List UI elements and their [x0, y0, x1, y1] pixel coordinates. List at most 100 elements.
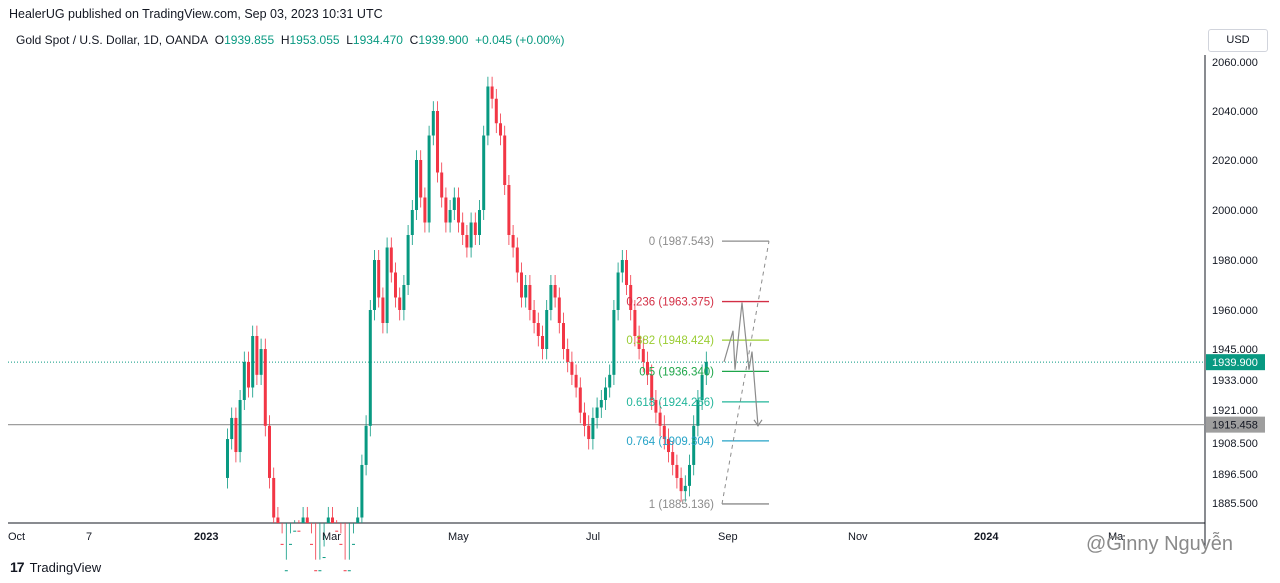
price-tick-label: 1960.000 [1212, 305, 1258, 317]
tradingview-logo[interactable]: 17 TradingView [10, 559, 101, 575]
candle-body [591, 417, 595, 440]
watermark: @Ginny Nguyễn [1086, 533, 1234, 555]
candle-body [490, 86, 494, 99]
candle-body [633, 310, 637, 336]
fib-trend-line[interactable] [721, 241, 770, 505]
candle-body [654, 400, 658, 413]
candle-body [536, 323, 540, 336]
candle-body [293, 530, 297, 532]
symbol-name[interactable]: Gold Spot / U.S. Dollar, 1D, OANDA [16, 33, 209, 47]
change-value: +0.045 (+0.00%) [475, 33, 565, 47]
candle-body [448, 210, 452, 223]
candle-body [612, 310, 616, 375]
candle-body [385, 247, 389, 323]
candle-body [373, 260, 376, 310]
candle-body [557, 297, 561, 323]
fib-level-label: 0 (1987.543) [649, 236, 714, 248]
candle-body [452, 197, 456, 210]
candle-body [570, 361, 574, 375]
candle-body [662, 425, 666, 440]
candle-body [352, 543, 355, 545]
fib-level-label: 0.764 (1909.304) [626, 436, 714, 448]
candle-body [650, 374, 654, 400]
candle-body [482, 135, 486, 210]
candle-body [305, 517, 309, 523]
candle-body [389, 247, 393, 273]
candle-body [347, 570, 351, 572]
candle-body [419, 160, 423, 198]
candle-body [415, 160, 418, 210]
low-label: L [346, 33, 353, 47]
tv-logo-icon: 17 [10, 559, 25, 575]
published-line: HealerUG published on TradingView.com, S… [9, 7, 383, 21]
candle-body [440, 172, 444, 198]
candle-body [700, 374, 704, 400]
price-tick-label: 1945.000 [1212, 344, 1258, 356]
candle-body [263, 349, 267, 426]
candle-body [595, 407, 599, 418]
candle-body [259, 349, 263, 375]
fib-level-label: 0.5 (1936.340) [639, 366, 714, 378]
candle-body [646, 361, 649, 375]
low-value: 1934.470 [352, 33, 403, 47]
candle-body [499, 123, 502, 136]
candle-body [314, 570, 318, 572]
candle-body [562, 323, 565, 349]
candle-body [461, 222, 465, 235]
candle-body [566, 349, 570, 362]
candle-body [280, 543, 284, 545]
candle-body [524, 285, 528, 298]
time-tick-label: 7 [86, 531, 92, 543]
candle-body [310, 543, 313, 545]
candle-body [616, 272, 620, 310]
projection-path[interactable] [723, 302, 759, 426]
candle-body [406, 235, 410, 285]
candle-body [578, 387, 582, 413]
last-price-tag-label: 1939.900 [1212, 357, 1258, 369]
candle-body [436, 111, 439, 173]
candle-body [402, 285, 406, 310]
candle-body [377, 260, 381, 298]
candle-body [469, 222, 473, 248]
currency-button[interactable]: USD [1208, 29, 1268, 52]
price-tick-label: 2040.000 [1212, 106, 1258, 118]
candle-body [284, 570, 288, 572]
time-tick-label: May [448, 531, 469, 543]
candle-body [599, 400, 603, 408]
candle-body [318, 570, 322, 572]
candle-body [486, 86, 490, 136]
candle-body [637, 336, 641, 349]
hline-price-tag [1206, 416, 1265, 433]
candle-body [545, 310, 549, 349]
symbol-legend: Gold Spot / U.S. Dollar, 1D, OANDA O1939… [16, 33, 564, 47]
candle-body [326, 517, 330, 523]
price-tick-label: 1908.500 [1212, 438, 1258, 450]
candle-body [549, 285, 553, 310]
candle-body [641, 349, 645, 362]
time-tick-label: Nov [848, 531, 868, 543]
price-tick-label: 2020.000 [1212, 155, 1258, 167]
time-tick-label: 2024 [974, 531, 999, 543]
candle-body [515, 247, 519, 273]
candle-body [679, 477, 683, 492]
candle-body [583, 412, 586, 426]
candle-body [238, 400, 242, 453]
candle-body [242, 361, 246, 400]
candle-body [234, 417, 238, 453]
candle-body [368, 310, 372, 426]
candle-body [667, 439, 670, 453]
logo-text: TradingView [29, 559, 102, 575]
candle-body [528, 285, 532, 310]
candle-body [360, 464, 364, 518]
price-tick-label: 1980.000 [1212, 255, 1258, 267]
candle-body [675, 464, 679, 478]
open-value: 1939.855 [224, 33, 275, 47]
candle-body [704, 361, 708, 375]
candle-body [473, 222, 477, 235]
candle-body [394, 272, 397, 298]
candle-body [272, 477, 276, 518]
price-tick-label: 1885.500 [1212, 498, 1258, 510]
candle-body [553, 285, 557, 298]
candle-body [410, 210, 414, 235]
